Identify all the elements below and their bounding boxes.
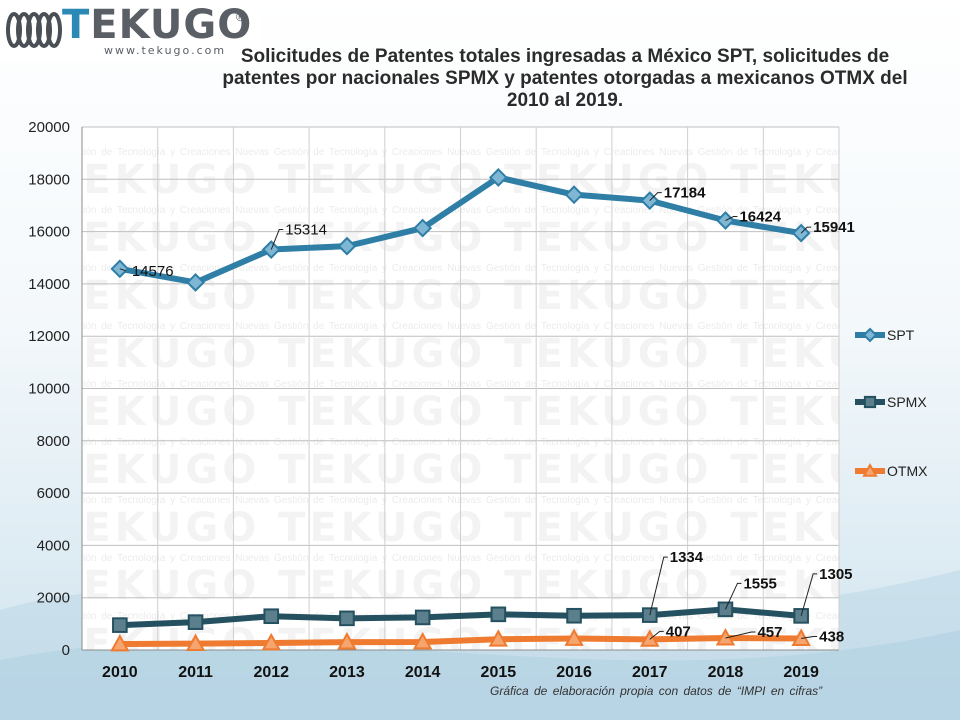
- y-tick-label: 20000: [28, 119, 70, 136]
- chart-title-line-1: Solicitudes de Patentes totales ingresad…: [240, 46, 890, 67]
- data-point-spmx: [187, 614, 204, 630]
- data-label-leader: [649, 192, 662, 201]
- y-tick-label: 0: [62, 642, 70, 659]
- chart-title: Solicitudes de Patentes totales ingresad…: [200, 46, 930, 112]
- y-tick-label: 6000: [37, 485, 70, 502]
- data-label: 17184: [664, 185, 706, 202]
- data-point-spmx: [490, 606, 507, 623]
- x-tick-label: 2016: [556, 664, 592, 681]
- data-label: 1305: [819, 566, 852, 583]
- logo-coil-icon: [6, 12, 62, 48]
- data-point-otmx: [488, 629, 509, 647]
- data-point-spmx: [112, 617, 128, 633]
- source-note: Gráfica de elaboración propia con datos …: [490, 684, 823, 698]
- data-label-leader: [800, 226, 812, 234]
- data-label: 1334: [670, 549, 704, 566]
- data-point-spmx: [414, 609, 431, 626]
- data-label: 15941: [813, 219, 855, 236]
- data-point-otmx: [261, 632, 281, 651]
- data-point-spt: [261, 240, 281, 259]
- data-label-leader: [119, 268, 127, 272]
- logo-registered-mark: ®: [236, 10, 245, 24]
- legend-marker-spt: [862, 327, 878, 343]
- logo-url: www.tekugo.com: [104, 44, 227, 57]
- y-tick-label: 18000: [28, 171, 70, 188]
- data-label: 407: [666, 623, 691, 640]
- y-tick-label: 8000: [37, 433, 70, 450]
- data-point-spmx: [793, 608, 809, 624]
- legend-label-spt: SPT: [887, 327, 915, 343]
- series-line-otmx: [119, 635, 802, 648]
- data-point-otmx: [185, 633, 206, 651]
- data-point-spt: [337, 236, 357, 256]
- data-point-otmx: [337, 632, 357, 650]
- data-label-leader: [649, 556, 668, 616]
- series-line-spmx: [119, 606, 802, 629]
- x-tick-label: 2017: [632, 664, 668, 681]
- x-tick-label: 2013: [329, 664, 365, 681]
- tekugo-logo: TEKUGO ® www.tekugo.com: [0, 0, 260, 62]
- data-label-leader: [270, 229, 284, 250]
- data-label-leader: [800, 573, 818, 617]
- y-tick-label: 16000: [28, 224, 70, 241]
- chart-title-line-2: patentes por nacionales SPMX y patentes …: [222, 68, 908, 89]
- y-tick-label: 14000: [28, 276, 70, 293]
- y-tick-label: 10000: [28, 381, 70, 398]
- x-tick-label: 2019: [783, 664, 819, 681]
- data-label-leader: [801, 636, 818, 640]
- data-point-spt: [186, 273, 205, 292]
- x-tick-label: 2015: [481, 664, 517, 681]
- data-label-leader: [724, 582, 742, 610]
- legend-marker-spmx: [863, 395, 877, 409]
- data-point-spmx: [566, 607, 582, 624]
- y-tick-label: 2000: [37, 590, 70, 607]
- chart-title-line-3: 2010 al 2019.: [506, 90, 624, 111]
- x-tick-label: 2018: [708, 664, 744, 681]
- data-point-spt: [413, 218, 433, 238]
- x-tick-label: 2012: [253, 664, 289, 681]
- data-label-leader: [725, 631, 756, 639]
- x-tick-label: 2011: [178, 664, 213, 681]
- data-label: 15314: [285, 222, 327, 239]
- legend-label-otmx: OTMX: [887, 463, 928, 479]
- data-label: 438: [819, 629, 844, 646]
- logo-wordmark: TEKUGO: [62, 2, 253, 48]
- data-point-otmx: [412, 631, 433, 650]
- x-tick-label: 2014: [405, 664, 441, 681]
- data-point-spmx: [339, 610, 355, 627]
- y-tick-label: 4000: [37, 537, 70, 554]
- data-label: 457: [757, 624, 782, 641]
- x-tick-label: 2010: [102, 664, 138, 681]
- data-point-otmx: [640, 629, 660, 647]
- data-label-leader: [649, 630, 664, 640]
- data-label: 14576: [132, 263, 174, 280]
- legend-marker-otmx: [862, 462, 878, 477]
- data-point-spmx: [263, 608, 280, 625]
- data-point-spt: [564, 185, 584, 205]
- series-line-spt: [119, 174, 802, 286]
- data-point-spt: [488, 168, 508, 187]
- data-label: 16424: [739, 209, 781, 226]
- data-label: 1555: [743, 575, 776, 592]
- data-label-leader: [725, 216, 738, 221]
- data-point-otmx: [110, 633, 130, 652]
- legend-label-spmx: SPMX: [887, 394, 927, 410]
- data-point-otmx: [564, 628, 584, 646]
- y-tick-label: 12000: [28, 328, 70, 345]
